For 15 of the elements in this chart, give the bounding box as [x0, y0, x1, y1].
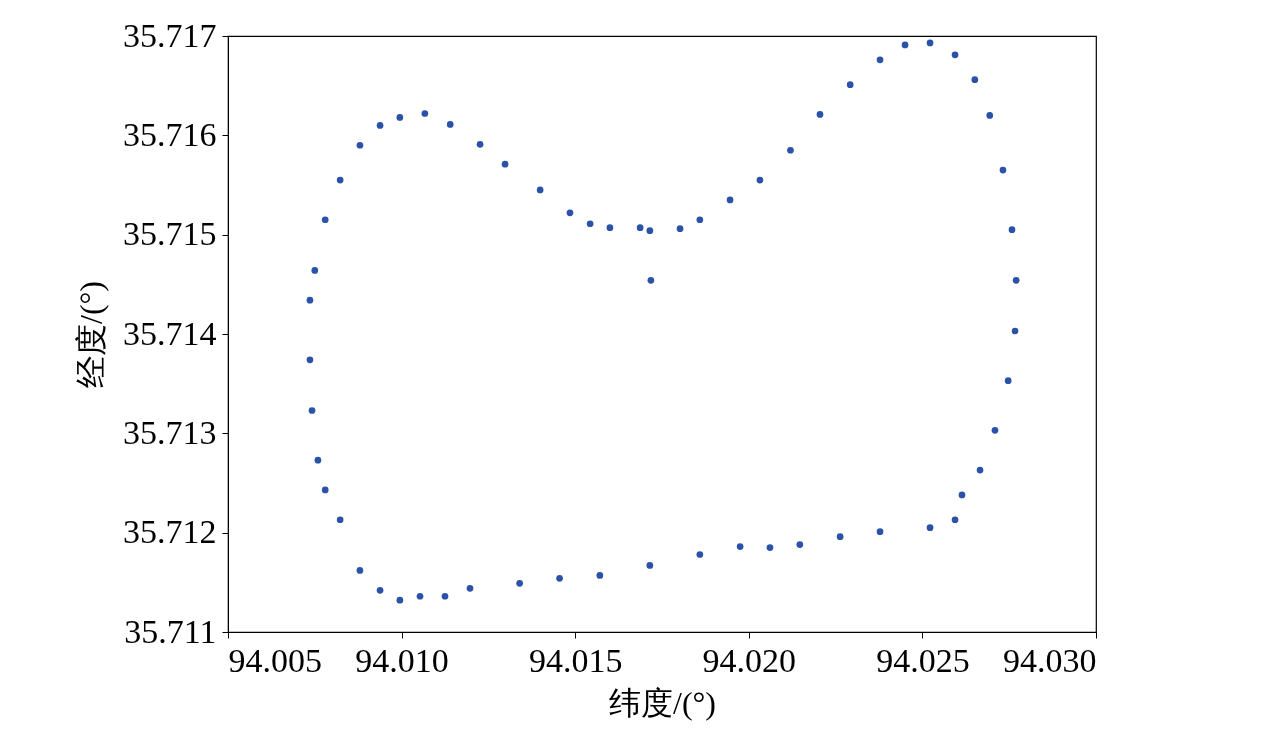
y-tick-label: 35.715	[123, 215, 217, 253]
x-axis-title: 纬度/(°)	[609, 684, 716, 721]
y-tick-label: 35.713	[123, 413, 217, 451]
x-tick-label: 94.010	[355, 641, 449, 679]
y-tick-label: 35.716	[123, 115, 217, 153]
x-tick-label: 94.015	[528, 641, 623, 679]
x-tick-label: 94.025	[876, 641, 970, 679]
y-tick-label: 35.712	[123, 513, 217, 551]
x-tick-label: 94.020	[702, 641, 797, 679]
y-tick-label: 35.717	[123, 16, 217, 54]
y-tick-label: 35.714	[123, 314, 217, 352]
x-tick-label: 94.030	[1003, 641, 1097, 679]
y-tick-label: 35.711	[124, 612, 217, 650]
x-tick-label: 94.005	[228, 641, 322, 679]
y-axis-title: 经度/(°)	[73, 281, 109, 388]
